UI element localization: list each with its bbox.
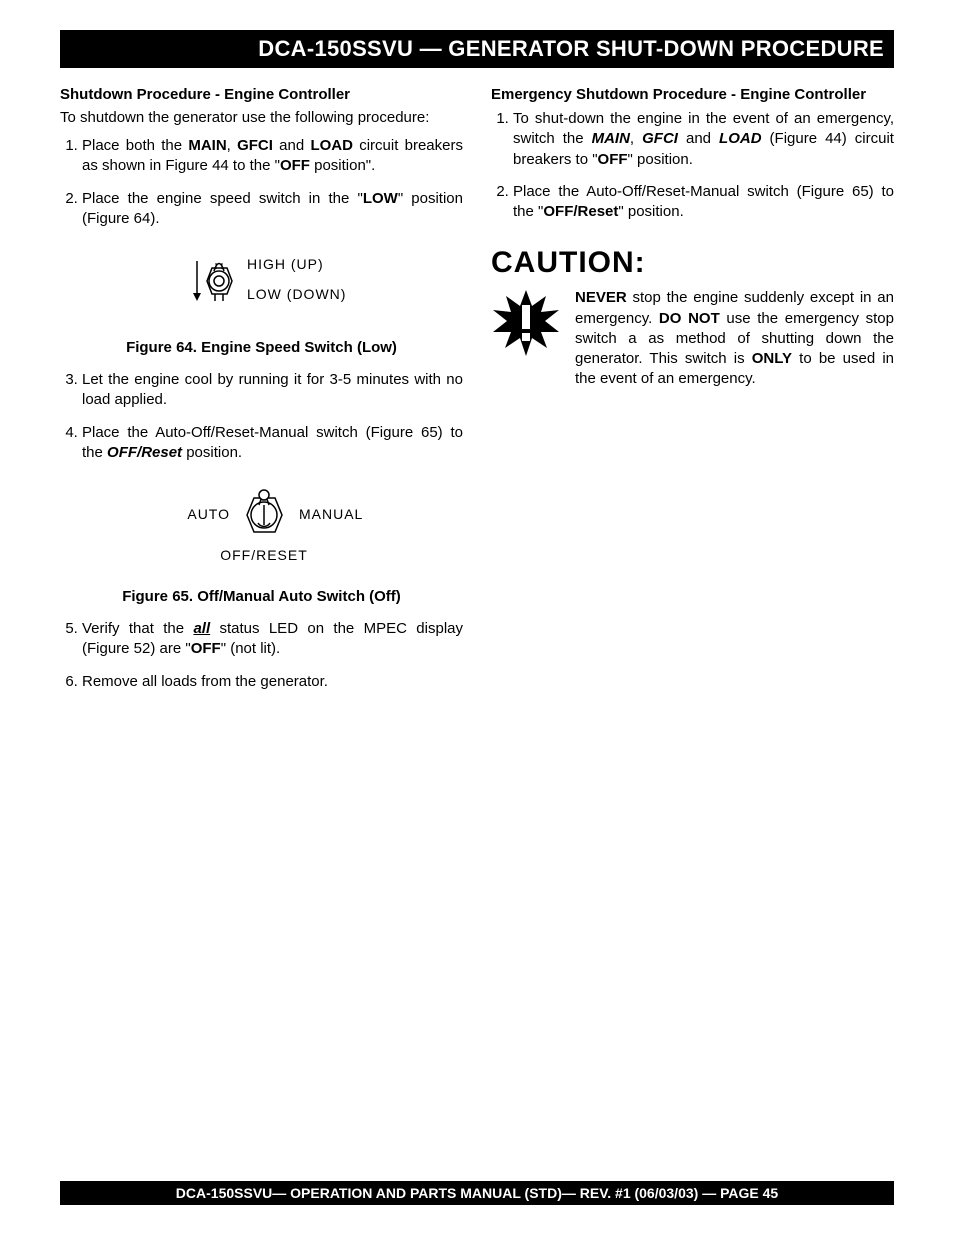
page-title-bar: DCA-150SSVU — GENERATOR SHUT-DOWN PROCED…: [60, 30, 894, 68]
shutdown-steps-end: Verify that the all status LED on the MP…: [60, 619, 463, 692]
figure-65: AUTO MANUAL OFF/RESET: [60, 475, 463, 574]
shutdown-steps: Place both the MAIN, GFCI and LOAD circu…: [60, 136, 463, 229]
figure-64-caption: Figure 64. Engine Speed Switch (Low): [60, 339, 463, 356]
step-4: Place the Auto-Off/Reset-Manual switch (…: [82, 423, 463, 464]
page-footer: DCA-150SSVU— OPERATION AND PARTS MANUAL …: [60, 1181, 894, 1205]
emergency-steps: To shut-down the engine in the event of …: [491, 109, 894, 222]
fig65-manual-label: MANUAL: [299, 506, 363, 522]
fig64-high-label: HIGH (UP): [247, 256, 324, 272]
caution-text: NEVER stop the engine suddenly except in…: [575, 288, 894, 389]
fig65-auto-label: AUTO: [187, 506, 230, 522]
auto-off-manual-switch-icon: AUTO MANUAL OFF/RESET: [102, 475, 422, 570]
left-heading: Shutdown Procedure - Engine Controller: [60, 86, 463, 103]
figure-65-caption: Figure 65. Off/Manual Auto Switch (Off): [60, 588, 463, 605]
right-column: Emergency Shutdown Procedure - Engine Co…: [491, 86, 894, 704]
caution-starburst-icon: [491, 288, 561, 358]
e-step-2: Place the Auto-Off/Reset-Manual switch (…: [513, 182, 894, 223]
step-1: Place both the MAIN, GFCI and LOAD circu…: [82, 136, 463, 177]
left-intro: To shutdown the generator use the follow…: [60, 109, 463, 126]
caution-block: NEVER stop the engine suddenly except in…: [491, 288, 894, 389]
step-2: Place the engine speed switch in the "LO…: [82, 189, 463, 230]
right-heading: Emergency Shutdown Procedure - Engine Co…: [491, 86, 894, 103]
step-5: Verify that the all status LED on the MP…: [82, 619, 463, 660]
caution-heading: CAUTION:: [491, 246, 894, 280]
content-columns: Shutdown Procedure - Engine Controller T…: [60, 86, 894, 704]
left-column: Shutdown Procedure - Engine Controller T…: [60, 86, 463, 704]
fig65-off-label: OFF/RESET: [220, 547, 308, 563]
figure-64: HIGH (UP) LOW (DOWN): [60, 241, 463, 325]
e-step-1: To shut-down the engine in the event of …: [513, 109, 894, 170]
engine-speed-switch-icon: HIGH (UP) LOW (DOWN): [132, 241, 392, 321]
shutdown-steps-cont: Let the engine cool by running it for 3-…: [60, 370, 463, 463]
fig64-low-label: LOW (DOWN): [247, 286, 346, 302]
step-6: Remove all loads from the generator.: [82, 672, 463, 692]
step-3: Let the engine cool by running it for 3-…: [82, 370, 463, 411]
